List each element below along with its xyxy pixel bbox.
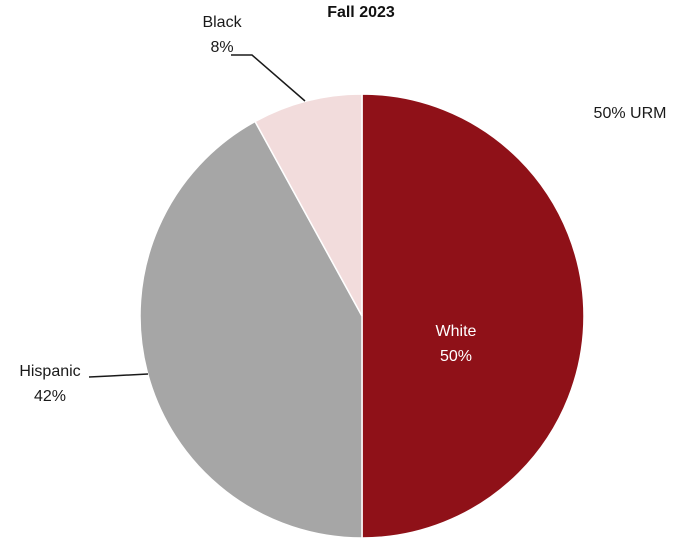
pie-slice-hispanic <box>139 120 363 538</box>
leader-line-hispanic <box>88 373 149 378</box>
slice-label-black-name: Black <box>202 14 242 31</box>
slice-label-white-value: 50% <box>440 348 472 365</box>
pie-slice-black <box>254 93 363 317</box>
urm-annotation: 50% URM <box>594 105 667 122</box>
slice-label-white-name: White <box>436 323 477 340</box>
slice-label-hispanic-value: 42% <box>34 388 66 405</box>
slice-label-hispanic-name: Hispanic <box>19 363 80 380</box>
slice-label-black-value: 8% <box>210 39 233 56</box>
pie-slices <box>139 93 585 538</box>
leader-line-black <box>231 54 306 102</box>
pie-slice-white <box>361 93 585 538</box>
chart-title: Fall 2023 <box>327 4 395 21</box>
